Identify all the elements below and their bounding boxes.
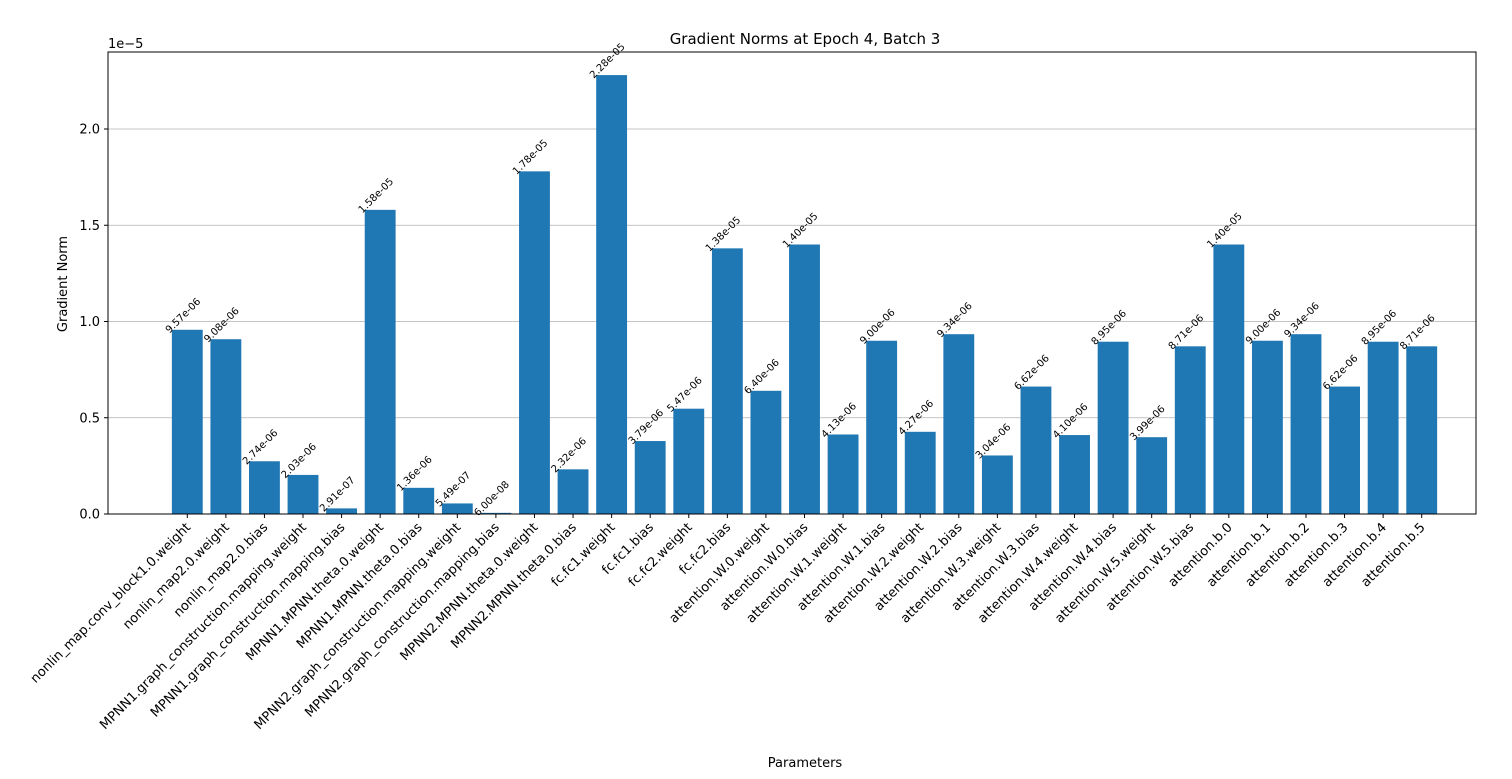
bar	[634, 441, 666, 514]
bar	[1059, 435, 1090, 514]
bar	[1020, 386, 1052, 514]
bar	[1406, 346, 1438, 514]
bar	[1251, 340, 1283, 514]
y-tick-label: 0.5	[79, 411, 100, 426]
bar	[171, 329, 203, 514]
y-tick-label: 2.0	[79, 123, 100, 138]
bar	[904, 431, 936, 514]
bar	[249, 461, 280, 514]
bar	[287, 474, 319, 514]
bar	[403, 487, 435, 514]
bar	[1213, 244, 1245, 514]
bar	[1290, 334, 1322, 514]
bar	[943, 334, 975, 514]
bar	[866, 340, 898, 514]
bar	[1329, 386, 1360, 514]
bar	[596, 75, 628, 514]
x-axis-label: Parameters	[768, 756, 843, 771]
bar	[480, 512, 512, 514]
bar	[981, 455, 1013, 514]
bar	[789, 244, 820, 514]
bar	[750, 390, 782, 514]
y-axis-offset-text: 1e−5	[108, 37, 143, 52]
y-tick-label: 1.0	[79, 315, 100, 330]
bar	[1136, 437, 1168, 514]
bar	[1367, 341, 1399, 514]
bar	[827, 434, 859, 514]
y-tick-label: 1.5	[79, 219, 100, 234]
bar	[557, 469, 589, 514]
bar	[1174, 346, 1206, 514]
bar	[364, 209, 396, 514]
bar	[210, 339, 242, 514]
axes	[107, 51, 1477, 515]
bar	[1097, 341, 1129, 514]
bar	[519, 171, 550, 514]
bars	[171, 75, 1438, 514]
bar	[673, 408, 705, 514]
y-tick-label: 0.0	[79, 508, 100, 523]
bar	[441, 503, 473, 514]
y-ticks: 0.0 0.5 1.0 1.5 2.0	[79, 123, 108, 523]
bar	[711, 248, 743, 514]
y-axis-label: Gradient Norm	[56, 236, 71, 332]
plot-frame	[107, 51, 1477, 515]
chart-title: Gradient Norms at Epoch 4, Batch 3	[670, 30, 941, 48]
bar	[326, 508, 358, 514]
